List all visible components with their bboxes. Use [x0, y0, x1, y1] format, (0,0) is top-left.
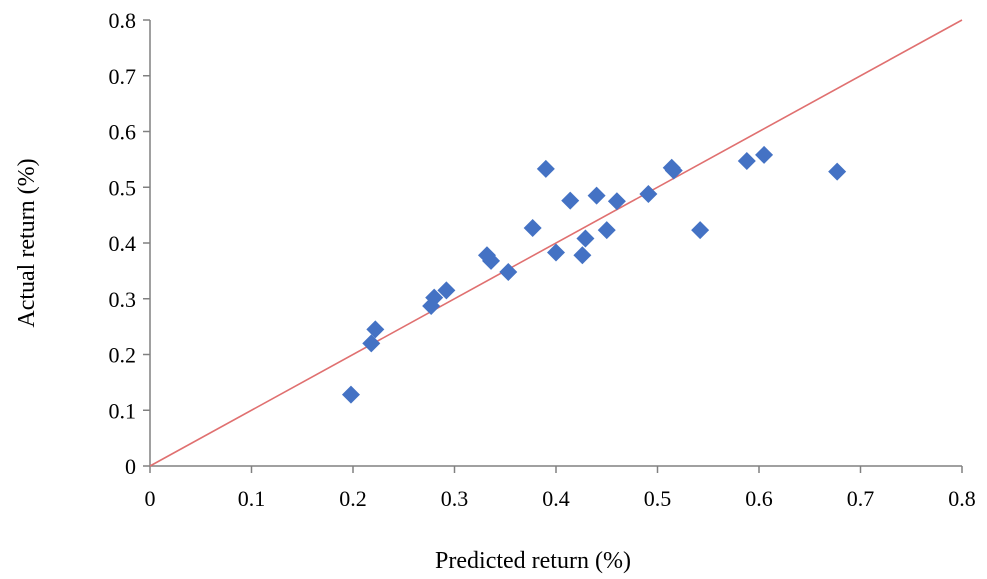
data-point: [561, 191, 580, 210]
data-point: [587, 186, 606, 205]
data-point: [597, 221, 616, 240]
data-point: [573, 246, 592, 265]
x-tick-label: 0.7: [847, 486, 875, 511]
data-point: [536, 159, 555, 178]
data-point: [523, 218, 542, 237]
x-tick-label: 0: [145, 486, 156, 511]
y-tick-label: 0.8: [109, 8, 137, 33]
x-tick-label: 0.2: [339, 486, 367, 511]
data-point: [828, 162, 847, 181]
data-point: [341, 385, 360, 404]
x-tick-label: 0.6: [745, 486, 773, 511]
x-tick-label: 0.3: [441, 486, 469, 511]
data-point: [737, 152, 756, 171]
x-tick-label: 0.1: [238, 486, 266, 511]
y-tick-label: 0.1: [109, 398, 137, 423]
y-tick-label: 0.2: [109, 343, 137, 368]
data-point: [755, 145, 774, 164]
x-tick-label: 0.5: [644, 486, 672, 511]
data-point: [576, 229, 595, 248]
reference-line: [149, 19, 963, 467]
data-point: [437, 281, 456, 300]
y-tick-label: 0.7: [109, 64, 137, 89]
y-tick-label: 0.6: [109, 120, 137, 145]
data-point: [691, 221, 710, 240]
data-point: [664, 161, 683, 180]
x-axis-ticks: 0 0.1 0.2 0.3 0.4 0.5 0.6 0.7 0.8: [145, 466, 976, 511]
data-point: [547, 243, 565, 262]
data-point: [499, 262, 518, 281]
data-point: [607, 192, 626, 211]
data-point: [639, 184, 658, 203]
data-point: [482, 251, 501, 270]
y-tick-label: 0.5: [109, 175, 137, 200]
x-axis-title: Predicted return (%): [435, 548, 631, 574]
y-tick-label: 0.3: [109, 287, 137, 312]
data-point: [366, 320, 385, 339]
data-point: [425, 288, 444, 307]
y-axis-title: Actual return (%): [14, 158, 40, 327]
y-tick-label: 0: [125, 454, 136, 479]
x-tick-label: 0.8: [948, 486, 976, 511]
x-tick-label: 0.4: [542, 486, 570, 511]
data-points: [341, 145, 847, 404]
data-point: [362, 334, 381, 353]
y-axis-ticks: 0 0.1 0.2 0.3 0.4 0.5 0.6 0.7 0.8: [109, 8, 150, 479]
data-point: [477, 246, 496, 265]
y-tick-label: 0.4: [109, 231, 137, 256]
